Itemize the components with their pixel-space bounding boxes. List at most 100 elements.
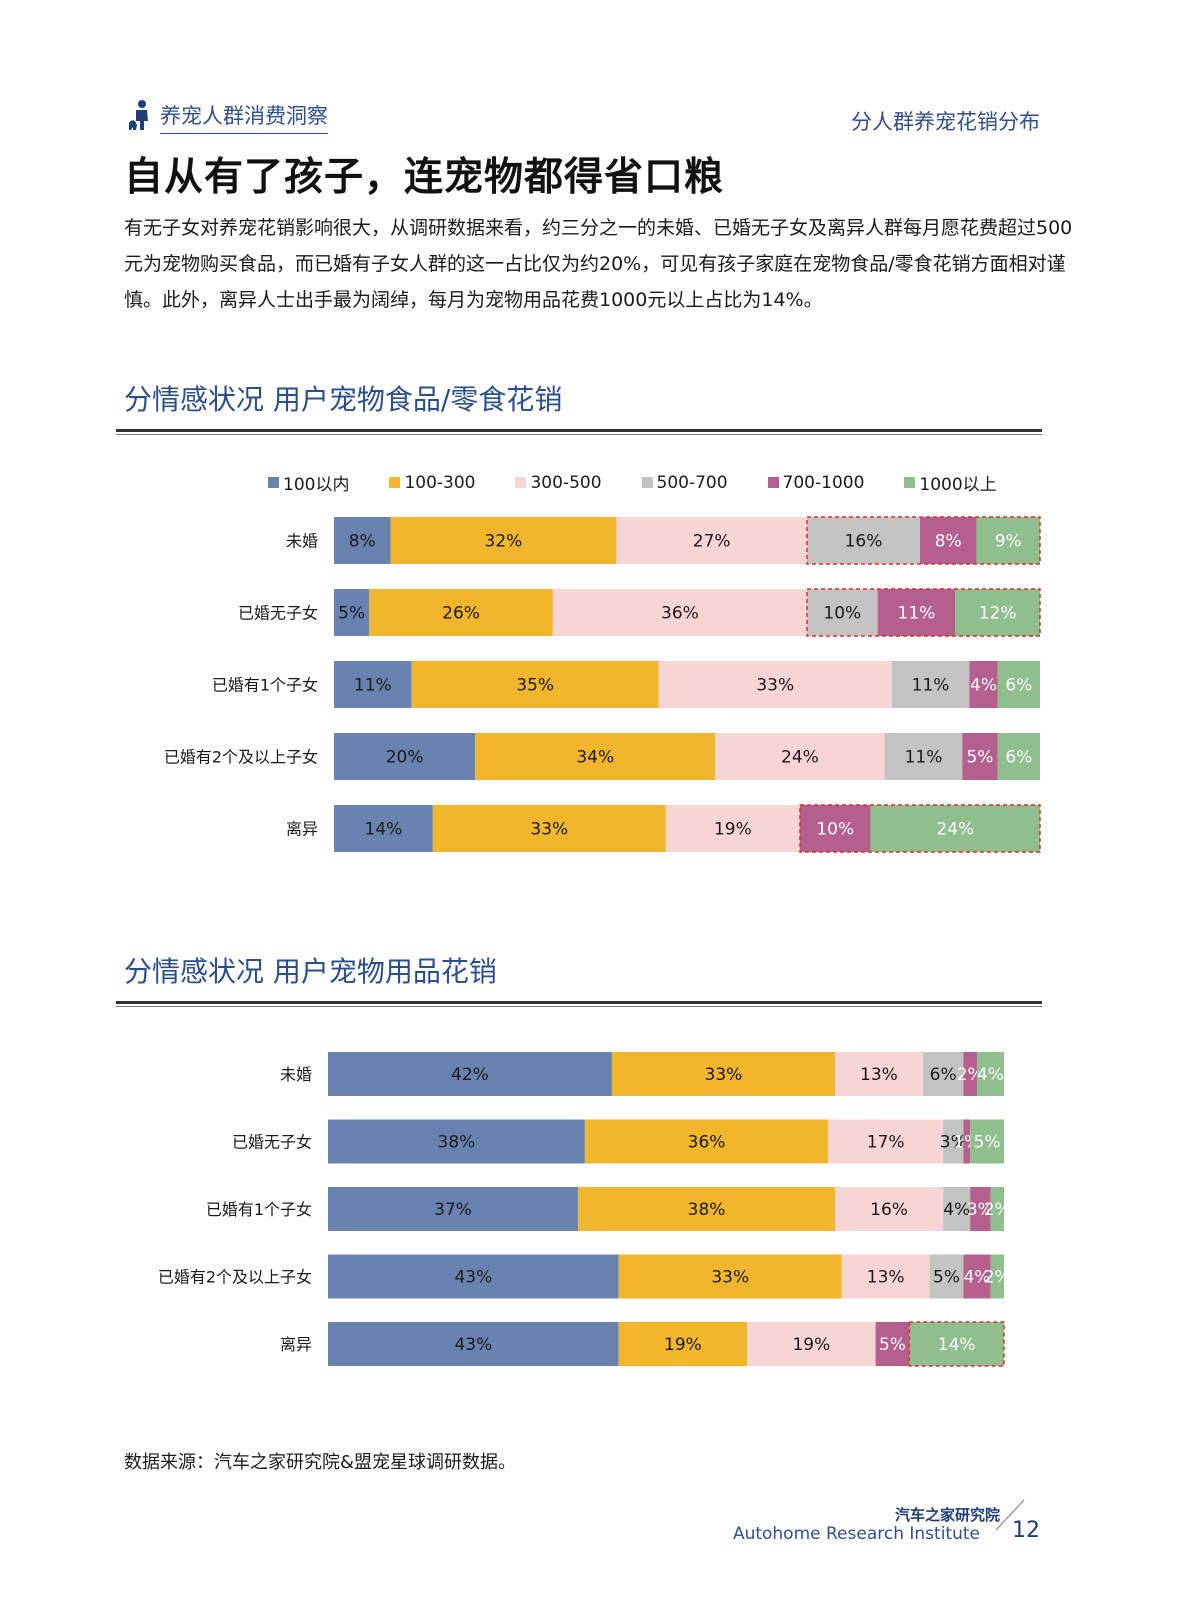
header-right-label: 分人群养宠花销分布 — [851, 110, 1040, 134]
bar-segment — [922, 1052, 964, 1096]
data-label: 4% — [943, 1200, 970, 1220]
data-label: 11% — [898, 604, 936, 624]
category-label: 已婚无子女 — [238, 604, 318, 623]
bar-segment — [955, 589, 1040, 636]
legend-swatch — [641, 477, 653, 488]
data-label: 2% — [984, 1268, 1011, 1288]
logo-cn: 汽车之家研究院 — [894, 1506, 1000, 1524]
data-label: 33% — [705, 1065, 743, 1085]
data-label: 5% — [338, 604, 365, 624]
data-label: 9% — [995, 532, 1022, 552]
bar-segment — [807, 517, 920, 564]
data-label: 19% — [714, 820, 752, 840]
bar-segment — [963, 1052, 977, 1096]
bar-segment — [963, 1119, 971, 1164]
legend-swatch — [904, 477, 916, 488]
data-label: 33% — [530, 820, 568, 840]
bar-segment — [962, 733, 998, 780]
bar-segment — [665, 805, 800, 852]
bar-segment — [747, 1322, 876, 1366]
divider-slash-icon — [995, 1499, 1025, 1531]
legend-item: 300-500 — [515, 470, 602, 495]
data-label: 10% — [816, 820, 854, 840]
logo-en: Autohome Research Institute — [732, 1524, 980, 1544]
bar-segment — [884, 733, 963, 780]
data-label: 27% — [693, 532, 731, 552]
bar-segment — [334, 733, 476, 780]
legend-swatch — [389, 477, 401, 488]
bar-segment — [970, 1187, 991, 1231]
bar-segment — [969, 661, 998, 708]
category-label: 已婚无子女 — [232, 1133, 312, 1152]
data-label: 13% — [867, 1268, 905, 1288]
data-label: 5% — [966, 748, 993, 768]
data-label: 19% — [664, 1335, 702, 1355]
legend-item: 100-300 — [389, 470, 475, 495]
data-label: 5% — [879, 1335, 906, 1355]
chart2-rule-thin — [116, 1006, 1042, 1007]
legend-label: 500-700 — [656, 472, 728, 493]
data-label: 11% — [912, 676, 950, 696]
data-label: 6% — [930, 1065, 957, 1085]
section-label: 养宠人群消费洞察 — [160, 100, 328, 134]
data-label: 32% — [485, 532, 523, 552]
bar-segment — [334, 517, 391, 564]
data-label: 10% — [823, 604, 861, 624]
bar-segment — [870, 805, 1040, 852]
data-label: 35% — [516, 676, 554, 696]
data-label: 17% — [867, 1133, 905, 1153]
data-label: 12% — [979, 604, 1017, 624]
bar-segment — [799, 805, 871, 852]
bar-segment — [875, 1322, 910, 1366]
bar-segment — [976, 1052, 1004, 1096]
data-label: 38% — [688, 1200, 726, 1220]
legend-item: 100以内 — [268, 470, 349, 495]
bar-segment — [328, 1052, 612, 1096]
bar-segment — [334, 805, 433, 852]
bar-segment — [369, 589, 553, 636]
data-source: 数据来源：汽车之家研究院&盟宠星球调研数据。 — [124, 1452, 517, 1473]
data-label: 38% — [438, 1133, 476, 1153]
category-label: 离异 — [286, 820, 318, 839]
chart1-rule — [116, 429, 1042, 432]
bar-segment — [909, 1322, 1004, 1366]
bar-segment — [328, 1322, 619, 1366]
bar-segment — [715, 733, 885, 780]
bar-segment — [828, 1119, 944, 1164]
category-label: 未婚 — [286, 532, 318, 551]
category-label: 已婚有2个及以上子女 — [158, 1268, 312, 1287]
data-label: 33% — [711, 1268, 749, 1288]
data-label: 4% — [970, 676, 997, 696]
data-label: 33% — [756, 676, 794, 696]
bar-segment — [578, 1187, 835, 1231]
intro-paragraph: 有无子女对养宠花销影响很大，从调研数据来看，约三分之一的未婚、已婚无子女及离异人… — [124, 217, 1073, 311]
bar-segment — [929, 1254, 964, 1299]
bar-segment — [552, 589, 808, 636]
legend-label: 1000以上 — [919, 475, 997, 495]
bar-segment — [411, 661, 659, 708]
person-with-pet-icon — [128, 99, 154, 135]
data-label: 37% — [434, 1200, 472, 1220]
data-label: 24% — [936, 820, 974, 840]
bar-segment — [835, 1052, 923, 1096]
bar-segment — [970, 1119, 1004, 1164]
data-label: 8% — [349, 532, 376, 552]
data-label: 14% — [365, 820, 403, 840]
data-label: 43% — [454, 1335, 492, 1355]
bar-segment — [618, 1254, 842, 1299]
data-label: 34% — [576, 748, 614, 768]
data-label: 16% — [845, 532, 883, 552]
data-label: 11% — [905, 748, 943, 768]
bar-segment — [835, 1187, 944, 1231]
data-label: 2% — [957, 1065, 984, 1085]
data-label: 4% — [963, 1268, 990, 1288]
highlight-box — [908, 1321, 1005, 1367]
bar-segment — [328, 1187, 579, 1231]
bar-segment — [328, 1254, 619, 1299]
chart1-legend: 100以内 100-300 300-500 500-700 700-1000 1… — [268, 470, 1037, 495]
bar-segment — [475, 733, 716, 780]
data-label: 2% — [984, 1200, 1011, 1220]
chart1-rule-thin — [116, 434, 1042, 435]
page-title: 自从有了孩子，连宠物都得省口粮 — [124, 155, 725, 200]
legend-swatch — [515, 477, 527, 488]
